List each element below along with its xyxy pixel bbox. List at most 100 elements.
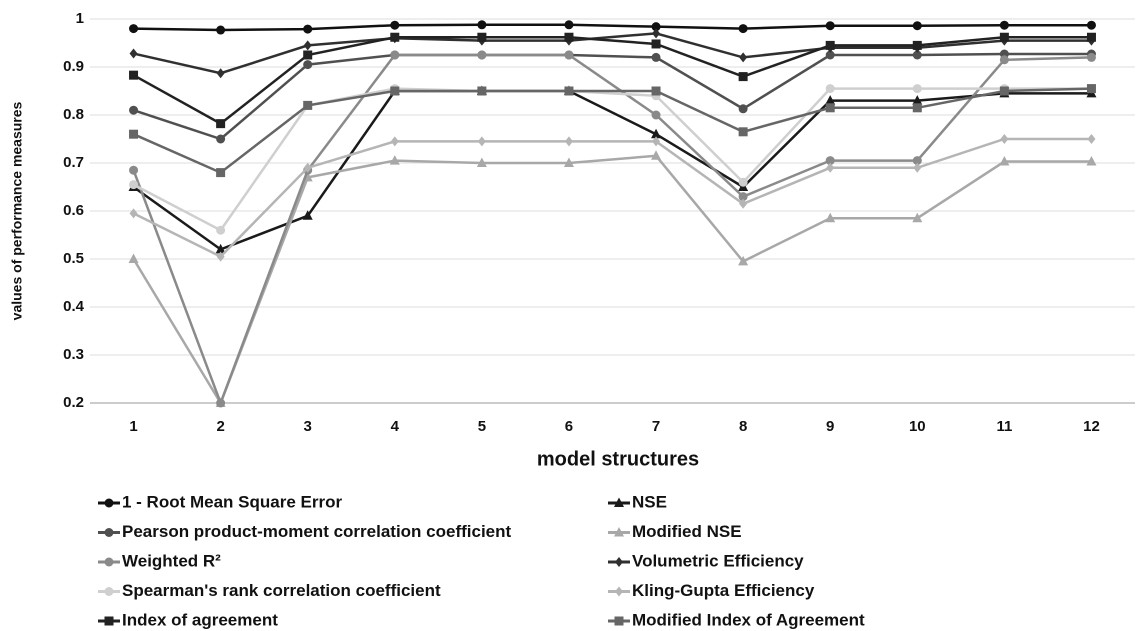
legend-label: Modified NSE: [632, 522, 742, 541]
data-point: [216, 68, 225, 79]
data-point: [1086, 32, 1096, 42]
data-point: [738, 72, 748, 82]
data-point: [912, 212, 923, 223]
legend-marker: [614, 497, 624, 507]
data-point: [912, 50, 922, 60]
data-point: [128, 253, 139, 263]
y-tick-label: 0.2: [63, 394, 84, 411]
data-point: [564, 50, 574, 60]
data-point: [129, 105, 139, 115]
legend-label: Weighted R²: [122, 551, 221, 570]
y-tick-label: 0.9: [63, 58, 84, 75]
data-point: [651, 110, 661, 120]
x-tick-label: 8: [739, 418, 747, 435]
x-tick-label: 1: [129, 418, 137, 435]
data-point: [216, 119, 226, 129]
x-tick-label: 12: [1083, 418, 1100, 435]
data-point: [1086, 20, 1096, 30]
series-line: [132, 35, 1092, 126]
data-point: [825, 95, 836, 105]
data-point: [477, 136, 486, 147]
legend-marker: [615, 557, 623, 567]
data-point: [652, 28, 661, 39]
data-point: [129, 129, 139, 139]
data-point: [303, 162, 312, 173]
series-line: [133, 52, 1092, 141]
data-point: [825, 21, 835, 31]
x-tick-label: 2: [216, 418, 224, 435]
data-point: [1086, 52, 1096, 62]
data-point: [564, 20, 574, 30]
data-point: [912, 40, 922, 50]
series-line: [132, 154, 1092, 406]
data-point: [216, 134, 226, 144]
data-point: [390, 86, 400, 96]
legend-marker: [104, 528, 114, 537]
data-point: [999, 20, 1009, 30]
data-point: [825, 40, 835, 50]
y-tick-label: 0.3: [63, 346, 84, 363]
data-point: [216, 398, 226, 408]
data-point: [477, 86, 487, 96]
data-point: [999, 32, 1009, 42]
data-point: [999, 156, 1010, 166]
data-point: [564, 32, 574, 42]
data-point: [216, 25, 226, 35]
data-point: [216, 225, 226, 235]
y-tick-label: 0.6: [63, 202, 84, 219]
data-point: [390, 50, 400, 60]
data-point: [129, 165, 139, 175]
data-point: [302, 210, 313, 220]
y-axis-label: values of performance measures: [9, 101, 25, 320]
x-tick-label: 3: [304, 418, 312, 435]
x-tick-label: 9: [826, 418, 834, 435]
data-point: [564, 86, 574, 96]
x-tick-label: 6: [565, 418, 573, 435]
legend-label: Spearman's rank correlation coefficient: [122, 581, 441, 600]
data-point: [216, 168, 226, 178]
data-point: [303, 60, 313, 70]
series-line: [132, 87, 1092, 232]
series-line: [132, 53, 1092, 407]
data-point: [390, 136, 399, 147]
data-point: [738, 177, 748, 187]
legend-label: Modified Index of Agreement: [632, 610, 865, 629]
data-point: [825, 212, 836, 223]
legend-label: 1 - Root Mean Square Error: [122, 492, 342, 511]
y-tick-label: 1: [76, 10, 84, 27]
data-point: [390, 20, 400, 30]
x-axis-label: model structures: [537, 448, 699, 470]
legend-marker: [614, 616, 624, 626]
data-point: [1000, 134, 1009, 144]
x-tick-label: 4: [391, 418, 400, 435]
data-point: [129, 208, 138, 219]
data-point: [1086, 84, 1096, 94]
data-point: [303, 24, 313, 34]
series-line: [133, 23, 1092, 32]
data-point: [303, 40, 312, 51]
x-tick-label: 11: [996, 418, 1012, 435]
data-point: [651, 150, 662, 160]
x-tick-label: 5: [478, 418, 486, 435]
y-tick-label: 0.5: [63, 250, 84, 267]
data-point: [390, 32, 400, 42]
data-point: [912, 103, 922, 113]
legend-marker: [614, 527, 624, 537]
data-point: [216, 251, 225, 262]
data-point: [825, 156, 835, 166]
legend-label: NSE: [632, 492, 667, 511]
data-point: [129, 70, 139, 80]
data-point: [826, 162, 835, 173]
y-tick-label: 0.4: [63, 298, 85, 315]
legend-label: Index of agreement: [122, 610, 278, 629]
data-point: [651, 86, 661, 96]
data-point: [1087, 134, 1096, 144]
legend-marker: [104, 557, 114, 567]
data-point: [129, 180, 139, 190]
series-line: [132, 89, 1092, 251]
data-point: [825, 103, 835, 113]
data-point: [303, 50, 313, 60]
data-point: [563, 157, 574, 167]
data-point: [651, 39, 661, 49]
